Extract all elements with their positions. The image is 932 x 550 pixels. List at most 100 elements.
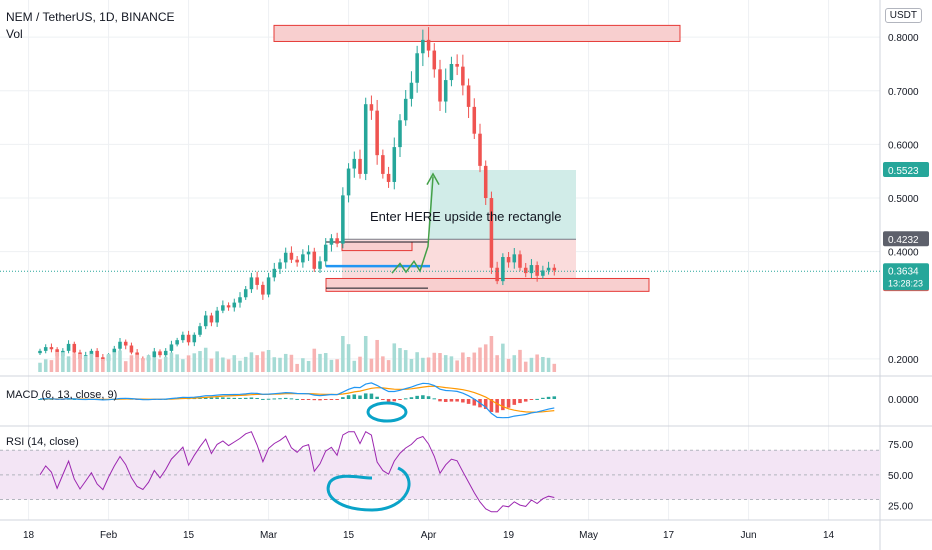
candle-body [523, 267, 528, 274]
volume-bar [38, 362, 42, 372]
macd-histogram-bar [403, 398, 408, 400]
volume-bar [501, 343, 505, 372]
volume-bar [152, 357, 157, 372]
volume-bar [112, 352, 117, 372]
candle-body [483, 165, 488, 199]
volume-bar [546, 357, 551, 372]
volume-bar [175, 354, 179, 372]
candle-body [89, 350, 94, 356]
macd-histogram-bar [289, 398, 294, 400]
candle-body [66, 343, 71, 351]
macd-histogram-bar [323, 399, 328, 400]
x-tick-label: 14 [823, 530, 835, 541]
rsi-line [39, 430, 555, 513]
macd-histogram-bar [352, 394, 357, 399]
volume-bar [95, 357, 99, 372]
candle-body [289, 252, 294, 260]
symbol-title: NEM / TetherUS, 1D, BINANCE [6, 10, 175, 24]
candle-body [335, 238, 339, 244]
macd-histogram-bar [535, 398, 539, 400]
arrow-head [426, 172, 440, 185]
candle-body [112, 348, 117, 356]
macd-histogram-bar [432, 398, 437, 400]
candle-body [375, 110, 379, 156]
volume-bar [129, 355, 134, 372]
resistance-zone [273, 24, 681, 42]
macd-histogram-bar [249, 397, 254, 399]
candle-body [341, 195, 345, 244]
candle-body [192, 334, 197, 343]
volume-bar [89, 353, 94, 372]
volume-bar [221, 357, 225, 372]
volume-bar [215, 351, 219, 372]
x-tick-label: May [579, 530, 598, 541]
volume-bar [186, 355, 191, 372]
volume-bar [209, 358, 214, 372]
volume-bar [529, 357, 534, 372]
macd-histogram-bar [546, 396, 551, 399]
volume-bar [266, 350, 271, 372]
macd-histogram-bar [409, 397, 414, 399]
rsi-circle-annotation [326, 466, 411, 512]
breakout-arrow [391, 176, 434, 274]
currency-button[interactable]: USDT [884, 8, 922, 23]
macd-histogram-bar [278, 398, 282, 400]
macd-histogram-bar [215, 397, 219, 399]
price-tick-label: 0.8000 [888, 33, 919, 44]
price-tick-label: 0.4000 [888, 248, 919, 259]
volume-bar [341, 336, 345, 372]
macd-histogram-bar [329, 399, 334, 400]
candle-body [169, 344, 174, 351]
volume-bar [169, 352, 174, 372]
macd-histogram-bar [461, 399, 465, 403]
volume-bar [466, 356, 471, 372]
candle-body [386, 173, 391, 182]
candle-body [421, 39, 425, 54]
macd-histogram-bar [443, 399, 448, 402]
macd-histogram-bar [449, 399, 454, 402]
volume-bar [66, 356, 71, 372]
macd-line [39, 382, 555, 419]
candle-body [461, 66, 465, 86]
volume-bar [506, 358, 511, 372]
x-tick-label: Feb [100, 530, 118, 541]
candle-body [466, 85, 471, 107]
candle-body [158, 351, 162, 356]
price-tick-label: 0.7000 [888, 87, 919, 98]
macd-histogram-bar [421, 395, 425, 399]
candle-body [358, 158, 362, 174]
volume-bar [61, 352, 65, 372]
volume-bar [478, 347, 482, 372]
countdown-text: 13:28:23 [888, 278, 923, 288]
volume-bar [226, 359, 231, 372]
candle-body [72, 343, 77, 353]
volume-bar [489, 336, 494, 372]
candle-body [478, 133, 482, 166]
candle-body [541, 270, 545, 276]
volume-bar [335, 359, 339, 372]
volume-bar [495, 355, 499, 372]
volume-bar [255, 355, 259, 372]
volume-bar [443, 355, 448, 372]
candle-body [38, 350, 42, 354]
volume-bar [295, 363, 299, 372]
volume-bar [192, 353, 197, 372]
volume-bar [323, 353, 328, 372]
volume-bar [55, 351, 59, 372]
current-price-text: 0.3634 [888, 266, 919, 277]
candle-body [163, 350, 168, 356]
candle-body [415, 53, 419, 83]
volume-bar [278, 357, 282, 372]
macd-histogram-bar [466, 399, 471, 404]
volume-bar [181, 359, 185, 372]
volume-bar [203, 347, 208, 372]
candle-body [266, 277, 271, 295]
macd-label: MACD (6, 13, close, 9) [6, 389, 118, 401]
volume-bar [403, 350, 408, 372]
volume-bar [552, 363, 557, 372]
candle-body [209, 315, 214, 323]
candle-body [249, 277, 254, 290]
candle-body [409, 82, 414, 99]
